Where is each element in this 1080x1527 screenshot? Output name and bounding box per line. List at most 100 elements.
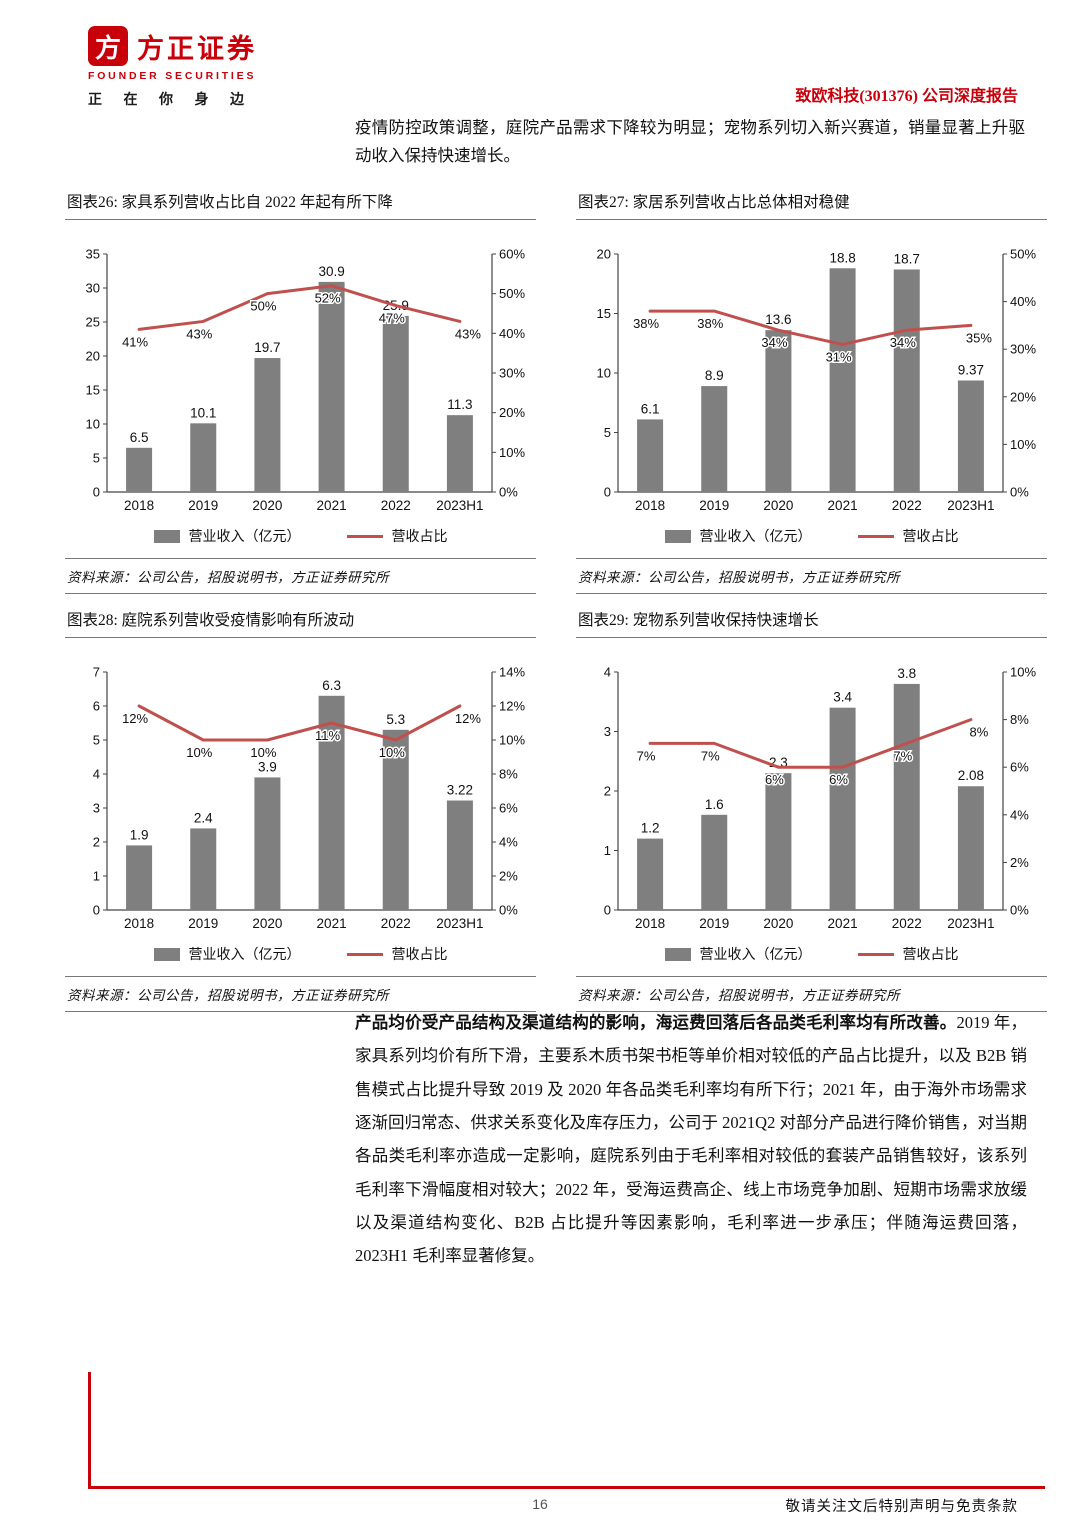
svg-text:18.7: 18.7 xyxy=(894,251,920,266)
svg-text:5.3: 5.3 xyxy=(386,712,405,727)
svg-text:13.6: 13.6 xyxy=(765,312,791,327)
svg-text:41%: 41% xyxy=(122,334,148,349)
svg-text:2.4: 2.4 xyxy=(194,810,213,825)
legend-item-line: 营收占比 xyxy=(346,944,448,964)
svg-text:20%: 20% xyxy=(1010,389,1036,404)
chart-legend: 营业收入（亿元） 营收占比 xyxy=(65,944,536,976)
legend-label: 营收占比 xyxy=(902,948,959,963)
legend-label: 营收占比 xyxy=(391,948,448,963)
svg-text:12%: 12% xyxy=(499,699,525,714)
svg-text:2020: 2020 xyxy=(763,498,793,513)
svg-text:2019: 2019 xyxy=(188,498,218,513)
svg-text:2018: 2018 xyxy=(124,916,154,931)
svg-text:8.9: 8.9 xyxy=(705,368,724,383)
legend-label: 营业收入（亿元） xyxy=(188,948,301,963)
bar-line-chart: 0 1 2 3 4 5 6 7 0% 2% 4% 6% 8% 10% 12% 14% 1.9 2018 2.4 201… xyxy=(65,642,536,944)
svg-text:5: 5 xyxy=(93,451,100,466)
svg-text:20%: 20% xyxy=(499,405,525,420)
svg-text:0%: 0% xyxy=(499,485,518,500)
svg-text:34%: 34% xyxy=(890,335,916,350)
svg-text:10%: 10% xyxy=(499,445,525,460)
svg-text:34%: 34% xyxy=(761,335,787,350)
bar-line-chart: 0 5 10 15 20 0% 10% 20% 30% 40% 50% 6.1 2018 8.9 2019 1… xyxy=(576,224,1047,526)
svg-text:10%: 10% xyxy=(250,745,276,760)
svg-text:2023H1: 2023H1 xyxy=(436,916,483,931)
analysis-lead: 产品均价受产品结构及渠道结构的影响，海运费回落后各品类毛利率均有所改善。 xyxy=(355,1013,957,1032)
footer-disclaimer: 敬请关注文后特别声明与免责条款 xyxy=(785,1499,1018,1515)
legend-label: 营业收入（亿元） xyxy=(699,530,812,545)
legend-item-line: 营收占比 xyxy=(857,526,959,546)
svg-text:2%: 2% xyxy=(499,869,518,884)
svg-text:4%: 4% xyxy=(499,835,518,850)
line-swatch-icon xyxy=(346,952,383,956)
svg-text:6.1: 6.1 xyxy=(641,401,660,416)
brand-name: 方正证券 xyxy=(137,33,257,64)
svg-text:35: 35 xyxy=(86,247,100,262)
svg-text:1.2: 1.2 xyxy=(641,821,660,836)
svg-text:40%: 40% xyxy=(499,326,525,341)
svg-text:9.37: 9.37 xyxy=(958,362,984,377)
svg-text:2021: 2021 xyxy=(317,916,347,931)
svg-text:6%: 6% xyxy=(765,772,784,787)
svg-text:6%: 6% xyxy=(829,772,848,787)
line-swatch-icon xyxy=(857,534,894,538)
svg-text:2019: 2019 xyxy=(188,916,218,931)
svg-text:15: 15 xyxy=(86,383,100,398)
svg-text:0: 0 xyxy=(604,903,611,918)
svg-text:12%: 12% xyxy=(455,711,481,726)
chart-source: 资料来源：公司公告，招股说明书，方正证券研究所 xyxy=(65,558,536,594)
svg-text:2022: 2022 xyxy=(381,498,411,513)
svg-text:20: 20 xyxy=(597,247,611,262)
chart-block-figure-28: 图表28: 庭院系列营收受疫情影响有所波动 0 1 2 3 4 5 6 7 0% 2% 4% 6% 8%… xyxy=(65,608,536,1012)
svg-text:6.3: 6.3 xyxy=(322,678,341,693)
svg-text:2021: 2021 xyxy=(828,498,858,513)
svg-text:35%: 35% xyxy=(966,330,992,345)
svg-text:2%: 2% xyxy=(1010,855,1029,870)
svg-text:10%: 10% xyxy=(379,745,405,760)
svg-text:7: 7 xyxy=(93,665,100,680)
svg-text:8%: 8% xyxy=(499,767,518,782)
svg-text:11.3: 11.3 xyxy=(447,397,472,412)
legend-item-bar: 营业收入（亿元） xyxy=(664,526,812,546)
svg-text:47%: 47% xyxy=(379,311,405,326)
svg-text:2018: 2018 xyxy=(635,916,665,931)
footer-rule-vertical xyxy=(88,1372,91,1486)
svg-text:5: 5 xyxy=(93,733,100,748)
svg-text:60%: 60% xyxy=(499,247,525,262)
svg-text:2.08: 2.08 xyxy=(958,768,984,783)
svg-text:1: 1 xyxy=(93,869,100,884)
bar-swatch-icon xyxy=(153,529,180,543)
svg-text:10%: 10% xyxy=(1010,665,1036,680)
legend-label: 营收占比 xyxy=(902,530,959,545)
chart-source: 资料来源：公司公告，招股说明书，方正证券研究所 xyxy=(576,976,1047,1012)
intro-paragraph: 疫情防控政策调整，庭院产品需求下降较为明显；宠物系列切入新兴赛道，销量显著上升驱… xyxy=(355,118,1025,166)
svg-text:4: 4 xyxy=(604,665,611,680)
svg-text:4%: 4% xyxy=(1010,807,1029,822)
chart-block-figure-27: 图表27: 家居系列营收占比总体相对稳健 0 5 10 15 20 0% 10% 20% 30%… xyxy=(576,190,1047,594)
svg-text:0%: 0% xyxy=(499,903,518,918)
svg-text:30%: 30% xyxy=(1010,342,1036,357)
svg-text:40%: 40% xyxy=(1010,294,1036,309)
line-swatch-icon xyxy=(857,952,894,956)
svg-text:3.9: 3.9 xyxy=(258,759,277,774)
brand-name-en: FOUNDER SECURITIES xyxy=(88,70,257,82)
svg-text:50%: 50% xyxy=(1010,247,1036,262)
svg-text:8%: 8% xyxy=(1010,712,1029,727)
svg-text:10%: 10% xyxy=(186,745,212,760)
svg-text:6.5: 6.5 xyxy=(130,430,149,445)
legend-item-line: 营收占比 xyxy=(346,526,448,546)
svg-text:3.8: 3.8 xyxy=(897,666,916,681)
svg-text:7%: 7% xyxy=(893,748,912,763)
chart-title: 图表29: 宠物系列营收保持快速增长 xyxy=(576,608,1047,638)
svg-text:2023H1: 2023H1 xyxy=(947,916,994,931)
chart-legend: 营业收入（亿元） 营收占比 xyxy=(576,944,1047,976)
page-header: 方 方正证券 FOUNDER SECURITIES 正 在 你 身 边 xyxy=(88,26,257,109)
brand-slogan: 正 在 你 身 边 xyxy=(88,93,253,108)
svg-text:2019: 2019 xyxy=(699,916,729,931)
bar-swatch-icon xyxy=(664,529,691,543)
svg-text:6%: 6% xyxy=(1010,760,1029,775)
founder-securities-logo-icon: 方 xyxy=(88,26,128,66)
bar-swatch-icon xyxy=(664,947,691,961)
svg-text:8%: 8% xyxy=(970,725,989,740)
svg-text:1.6: 1.6 xyxy=(705,797,724,812)
